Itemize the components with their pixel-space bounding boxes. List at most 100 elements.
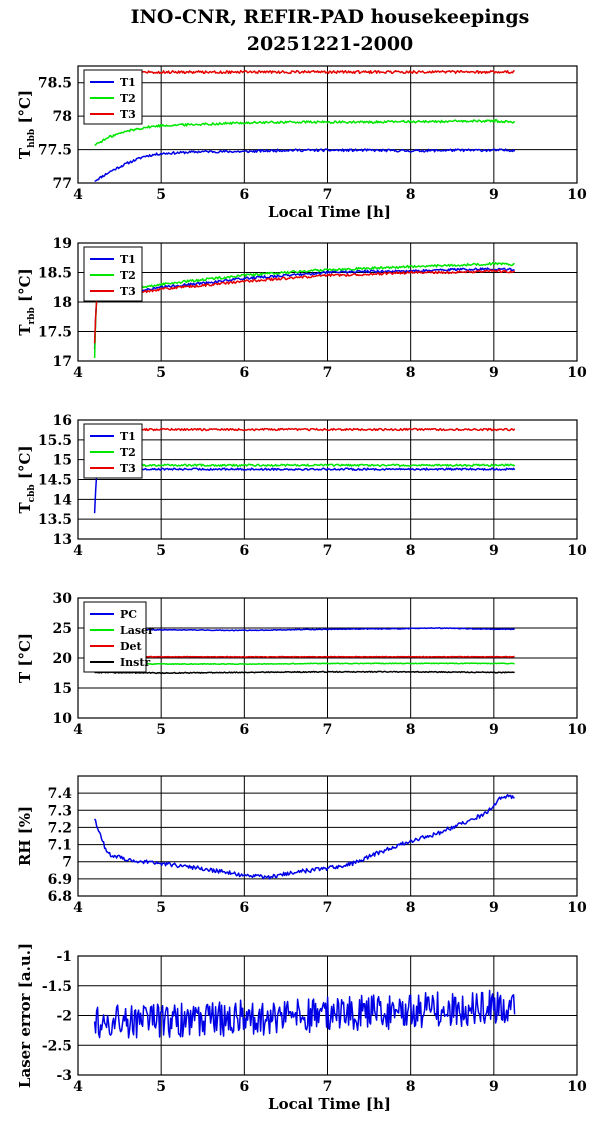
legend-label: T2 (120, 92, 136, 105)
y-tick-label: 7.2 (48, 820, 72, 836)
x-tick-label: 10 (567, 722, 587, 738)
y-axis-label: T [°C] (16, 633, 34, 683)
x-tick-label: 10 (567, 1079, 587, 1095)
y-axis-label: Thbb [°C] (16, 90, 37, 159)
series-line-t1 (93, 467, 516, 514)
x-tick-label: 9 (489, 900, 499, 916)
series-line-t2 (94, 463, 516, 468)
legend-label: T3 (120, 462, 136, 475)
series-line-data (93, 989, 516, 1039)
series-line-pc (94, 627, 515, 632)
legend-label: T2 (120, 269, 136, 282)
series-line-instr (94, 670, 515, 675)
y-tick-label: 17.5 (38, 325, 72, 341)
y-axis-label: Tcbb [°C] (16, 445, 37, 513)
y-tick-label: 14.5 (38, 473, 72, 489)
y-tick-label: 30 (53, 591, 73, 607)
y-tick-label: 7.4 (48, 786, 73, 802)
y-tick-label: 25 (53, 621, 72, 637)
x-tick-label: 5 (156, 365, 166, 381)
y-tick-label: 13.5 (38, 512, 72, 528)
x-tick-label: 5 (156, 722, 166, 738)
series-line-t3 (93, 269, 516, 344)
y-tick-label: 78.5 (38, 76, 72, 92)
y-tick-label: 77 (53, 176, 72, 192)
legend-label: T1 (120, 430, 136, 443)
chart-panel-4: 4 5 6 7 8 9 10 10 15 20 25 30 T [°C] PC Laser Det Instr (16, 591, 587, 738)
y-tick-label: 6.9 (48, 872, 72, 888)
series-line-t1 (94, 148, 516, 182)
x-tick-label: 8 (406, 365, 416, 381)
y-tick-label: 7.3 (48, 803, 72, 819)
y-tick-label: 18.5 (38, 266, 72, 282)
y-tick-label: 15 (53, 453, 72, 469)
x-tick-label: 4 (73, 722, 83, 738)
plot-frame (77, 65, 578, 184)
series-line-t1 (93, 267, 516, 350)
x-tick-label: 4 (73, 543, 83, 559)
x-tick-label: 8 (406, 900, 416, 916)
axis-xlabel-bottom: Local Time [h] (268, 1095, 391, 1113)
x-tick-label: 9 (489, 543, 499, 559)
plot-frame (77, 597, 578, 719)
x-tick-label: 6 (239, 722, 249, 738)
legend-label: PC (120, 608, 137, 621)
x-tick-label: 8 (406, 187, 416, 203)
figure-title-line2: 20251221-2000 (247, 33, 414, 55)
legend-label: T1 (120, 253, 136, 266)
plot-frame (77, 242, 578, 362)
y-tick-label: 7 (62, 855, 72, 871)
legend-label: Det (120, 640, 143, 653)
legend: PC Laser Det Instr (83, 601, 154, 673)
y-tick-label: 16 (53, 413, 72, 429)
legend: T1 T2 T3 (83, 69, 143, 125)
series-line-det (94, 655, 515, 658)
y-tick-label: -2 (56, 1009, 72, 1025)
series-line-t3 (94, 69, 515, 75)
x-tick-label: 9 (489, 722, 499, 738)
legend-label: T3 (120, 285, 136, 298)
x-tick-label: 6 (239, 187, 249, 203)
x-tick-label: 6 (239, 900, 249, 916)
x-tick-label: 8 (406, 1079, 416, 1095)
y-tick-label: 15 (53, 681, 72, 697)
x-tick-label: 5 (156, 1079, 166, 1095)
x-tick-label: 5 (156, 543, 166, 559)
series-line-data (93, 793, 515, 880)
y-tick-label: 19 (53, 236, 72, 252)
plot-frame (77, 955, 578, 1076)
legend-label: T1 (120, 76, 136, 89)
x-tick-label: 9 (489, 1079, 499, 1095)
chart-panel-2: 4 5 6 7 8 9 10 17 17.5 18 18.5 19 Trbb [°C] T1 T2 T3 (16, 236, 587, 381)
series-line-t3 (94, 427, 516, 432)
y-tick-label: 13 (53, 532, 72, 548)
x-tick-label: 7 (323, 900, 333, 916)
y-axis-label: Laser error [a.u.] (16, 943, 34, 1088)
y-axis-label: Trbb [°C] (16, 268, 37, 335)
legend-label: T2 (120, 446, 136, 459)
x-tick-label: 7 (323, 543, 333, 559)
x-tick-label: 7 (323, 722, 333, 738)
y-tick-label: -1 (56, 949, 72, 965)
y-tick-label: -2.5 (42, 1038, 72, 1054)
x-tick-label: 4 (73, 1079, 83, 1095)
x-tick-label: 8 (406, 543, 416, 559)
y-tick-label: 18 (53, 295, 72, 311)
y-axis-label: RH [%] (16, 806, 34, 866)
y-tick-label: -1.5 (42, 979, 72, 995)
x-tick-label: 8 (406, 722, 416, 738)
legend: T1 T2 T3 (83, 246, 143, 302)
x-tick-label: 5 (156, 900, 166, 916)
y-tick-label: -3 (56, 1068, 72, 1084)
y-tick-label: 10 (53, 711, 73, 727)
x-tick-label: 4 (73, 187, 83, 203)
plot-frame (77, 419, 578, 540)
x-tick-label: 6 (239, 1079, 249, 1095)
series-line-t2 (93, 261, 515, 359)
x-tick-label: 10 (567, 365, 587, 381)
x-tick-label: 10 (567, 543, 587, 559)
y-tick-label: 7.1 (48, 838, 72, 854)
